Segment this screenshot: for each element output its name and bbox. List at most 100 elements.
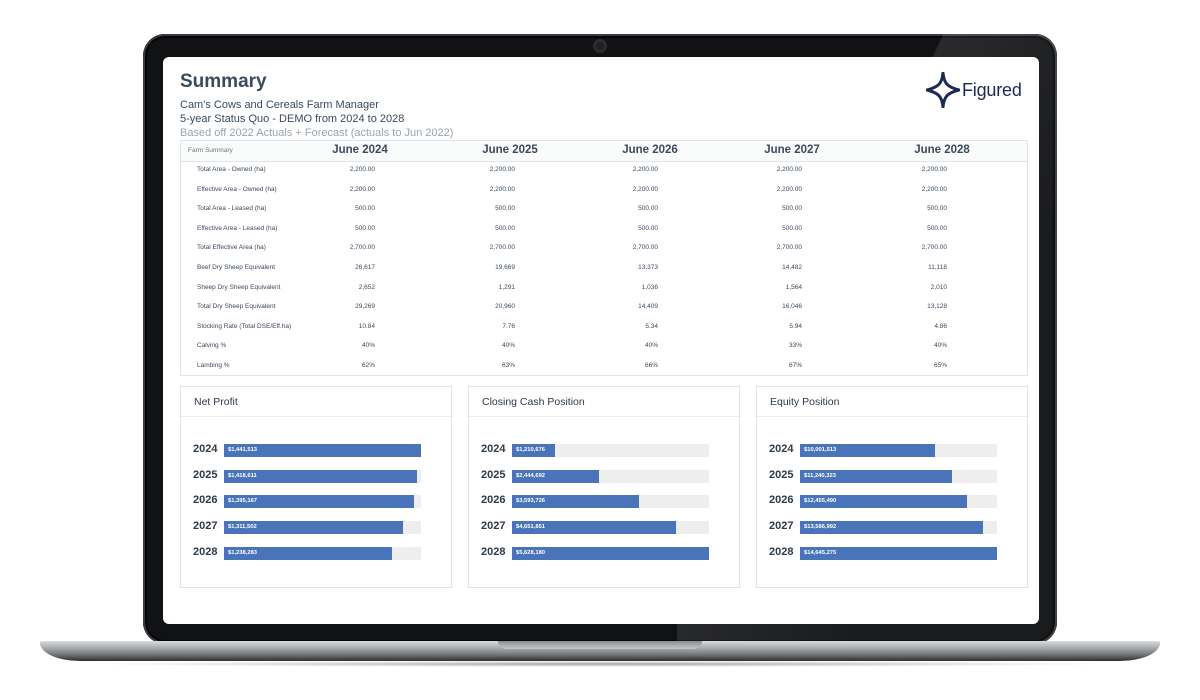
bar-fill: $12,455,490 bbox=[800, 495, 968, 508]
table-cell: 11,118 bbox=[928, 264, 947, 271]
app-screen: Summary Cam's Cows and Cereals Farm Mana… bbox=[163, 57, 1039, 624]
bar-track: $1,441,513 bbox=[224, 444, 421, 457]
row-label: Effective Area - Leased (ha) bbox=[197, 224, 278, 232]
row-label: Lambing % bbox=[197, 362, 230, 369]
bar-row: 2027 $1,311,502 bbox=[193, 520, 421, 534]
bar-row: 2024 $10,001,513 bbox=[769, 443, 997, 457]
bar-value-label: $2,444,692 bbox=[516, 473, 546, 479]
table-cell: 7.76 bbox=[502, 322, 515, 330]
table-row: Effective Area - Owned (ha) 2,200.00 2,200… bbox=[181, 181, 1027, 200]
column-header: June 2025 bbox=[482, 144, 538, 156]
row-label: Total Area - Owned (ha) bbox=[197, 166, 266, 173]
table-cell: 2,200.00 bbox=[632, 185, 658, 193]
bar-row: 2025 $11,240,323 bbox=[769, 469, 997, 483]
bar-value-label: $11,240,323 bbox=[804, 473, 836, 479]
bar-value-label: $12,455,490 bbox=[804, 498, 837, 504]
row-label: Beef Dry Sheep Equivalent bbox=[197, 264, 276, 271]
table-cell: 2,700.00 bbox=[349, 244, 375, 252]
bar-fill: $11,240,323 bbox=[800, 470, 952, 483]
table-cell: 40% bbox=[644, 342, 658, 350]
bar-value-label: $10,001,513 bbox=[804, 447, 837, 453]
laptop-base bbox=[40, 641, 1160, 661]
table-corner-label: Farm Summary bbox=[188, 147, 233, 154]
bar-row: 2024 $1,210,676 bbox=[481, 443, 709, 457]
bar-year-label: 2026 bbox=[769, 494, 794, 506]
table-cell: 29,269 bbox=[355, 303, 375, 311]
table-cell: 13,128 bbox=[927, 303, 947, 311]
bar-row: 2028 $1,238,283 bbox=[193, 546, 421, 560]
card-title: Net Profit bbox=[194, 396, 238, 408]
bar-fill: $10,001,513 bbox=[800, 444, 935, 457]
bar-fill: $1,395,167 bbox=[224, 495, 415, 508]
row-label: Total Effective Area (ha) bbox=[197, 244, 266, 252]
table-cell: 5.94 bbox=[789, 322, 802, 330]
table-cell: 2,200.00 bbox=[776, 166, 802, 173]
bar-track: $2,444,692 bbox=[512, 470, 709, 483]
table-cell: 63% bbox=[501, 362, 515, 369]
bar-year-label: 2026 bbox=[481, 494, 506, 506]
bar-row: 2024 $1,441,513 bbox=[193, 443, 421, 457]
column-header: June 2028 bbox=[914, 144, 970, 156]
table-cell: 2,700.00 bbox=[776, 244, 802, 252]
bar-fill: $1,238,283 bbox=[224, 547, 393, 560]
bar-value-label: $1,210,676 bbox=[516, 447, 546, 453]
table-row: Beef Dry Sheep Equivalent 26,617 19,669 13,… bbox=[181, 259, 1027, 278]
table-cell: 20,960 bbox=[495, 303, 515, 311]
bar-fill: $5,628,180 bbox=[512, 547, 709, 560]
table-row: Effective Area - Leased (ha) 500.00 500.00… bbox=[181, 220, 1027, 239]
farm-manager-name: Cam's Cows and Cereals Farm Manager bbox=[180, 99, 379, 111]
bar-track: $5,628,180 bbox=[512, 547, 709, 560]
laptop-base-notch bbox=[498, 641, 702, 649]
table-cell: 5.34 bbox=[645, 322, 658, 330]
table-cell: 33% bbox=[788, 342, 802, 350]
bar-track: $1,418,611 bbox=[224, 470, 421, 483]
farm-summary-table: Farm Summary June 2024 June 2025 June 20… bbox=[180, 140, 1028, 376]
bar-track: $4,651,851 bbox=[512, 521, 709, 534]
table-cell: 2,200.00 bbox=[776, 185, 802, 193]
logo-text: Figured bbox=[962, 80, 1022, 100]
bar-fill: $13,586,992 bbox=[800, 521, 984, 534]
table-cell: 26,617 bbox=[355, 264, 375, 271]
table-row: Stocking Rate (Total DSE/Eff.ha) 10.84 7.7… bbox=[181, 318, 1027, 337]
bar-value-label: $1,238,283 bbox=[228, 550, 258, 556]
table-row: Calving % 40% 40% 40% 33% 40% bbox=[181, 337, 1027, 356]
bar-row: 2027 $13,586,992 bbox=[769, 520, 997, 534]
table-cell: 2,200.00 bbox=[489, 166, 515, 173]
bar-year-label: 2026 bbox=[193, 494, 218, 506]
table-cell: 65% bbox=[933, 362, 947, 369]
table-cell: 2,200.00 bbox=[489, 185, 515, 193]
bar-row: 2028 $14,645,275 bbox=[769, 546, 997, 560]
bar-row: 2026 $12,455,490 bbox=[769, 494, 997, 508]
table-cell: 2,700.00 bbox=[632, 244, 658, 252]
scenario-basis: Based off 2022 Actuals + Forecast (actua… bbox=[180, 127, 454, 139]
table-cell: 2,200.00 bbox=[632, 166, 658, 173]
bar-track: $13,586,992 bbox=[800, 521, 997, 534]
table-cell: 10.84 bbox=[358, 322, 375, 330]
bar-row: 2027 $4,651,851 bbox=[481, 520, 709, 534]
table-cell: 2,652 bbox=[358, 283, 375, 291]
card-title: Equity Position bbox=[770, 396, 840, 408]
table-cell: 13,373 bbox=[638, 264, 658, 271]
webcam bbox=[593, 39, 607, 53]
table-cell: 500.00 bbox=[927, 205, 947, 213]
row-label: Total Area - Leased (ha) bbox=[197, 205, 267, 213]
table-cell: 66% bbox=[644, 362, 658, 369]
bar-fill: $2,444,692 bbox=[512, 470, 599, 483]
table-cell: 500.00 bbox=[355, 205, 375, 213]
card-header: Net Profit bbox=[181, 387, 451, 417]
bar-year-label: 2025 bbox=[769, 469, 794, 481]
bar-track: $11,240,323 bbox=[800, 470, 997, 483]
bar-year-label: 2027 bbox=[769, 520, 794, 532]
table-cell: 67% bbox=[788, 362, 802, 369]
table-cell: 500.00 bbox=[638, 205, 658, 213]
row-label: Effective Area - Owned (ha) bbox=[197, 185, 277, 193]
table-cell: 500.00 bbox=[638, 224, 658, 232]
figured-logo: Figured bbox=[926, 72, 1026, 108]
table-cell: 500.00 bbox=[495, 224, 515, 232]
row-label: Calving % bbox=[197, 342, 227, 350]
card-title: Closing Cash Position bbox=[482, 396, 585, 408]
table-cell: 16,046 bbox=[782, 303, 802, 311]
bar-value-label: $1,441,513 bbox=[228, 447, 258, 453]
bar-fill: $1,311,502 bbox=[224, 521, 404, 534]
bar-value-label: $4,651,851 bbox=[516, 524, 546, 530]
